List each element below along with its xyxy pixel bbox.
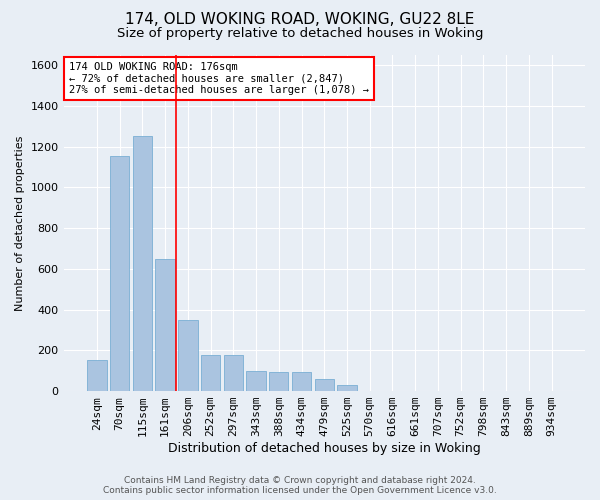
Text: 174 OLD WOKING ROAD: 176sqm
← 72% of detached houses are smaller (2,847)
27% of : 174 OLD WOKING ROAD: 176sqm ← 72% of det…	[69, 62, 369, 95]
Bar	[337, 385, 356, 391]
Bar	[292, 372, 311, 391]
Bar	[110, 156, 130, 391]
Bar	[269, 372, 289, 391]
Text: Contains HM Land Registry data © Crown copyright and database right 2024.
Contai: Contains HM Land Registry data © Crown c…	[103, 476, 497, 495]
Bar	[87, 360, 107, 391]
Bar	[133, 136, 152, 391]
X-axis label: Distribution of detached houses by size in Woking: Distribution of detached houses by size …	[168, 442, 481, 455]
Bar	[224, 356, 243, 391]
Bar	[155, 258, 175, 391]
Bar	[314, 379, 334, 391]
Bar	[247, 370, 266, 391]
Y-axis label: Number of detached properties: Number of detached properties	[15, 136, 25, 310]
Text: 174, OLD WOKING ROAD, WOKING, GU22 8LE: 174, OLD WOKING ROAD, WOKING, GU22 8LE	[125, 12, 475, 28]
Bar	[201, 356, 220, 391]
Bar	[178, 320, 197, 391]
Text: Size of property relative to detached houses in Woking: Size of property relative to detached ho…	[117, 28, 483, 40]
